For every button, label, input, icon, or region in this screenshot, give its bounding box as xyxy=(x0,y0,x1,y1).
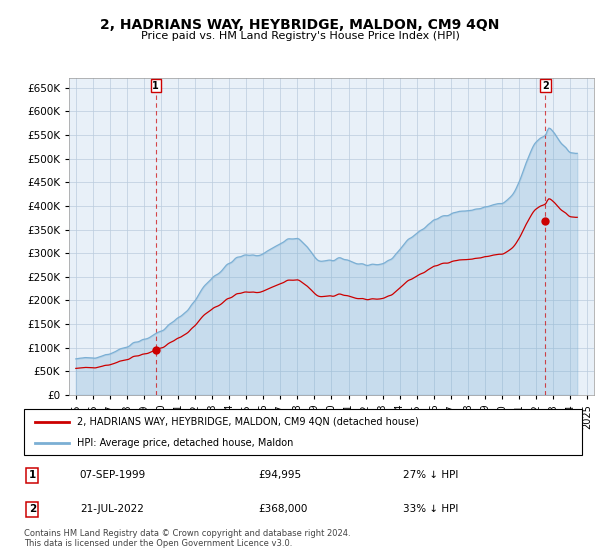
Text: 2: 2 xyxy=(542,81,549,91)
Text: Contains HM Land Registry data © Crown copyright and database right 2024.
This d: Contains HM Land Registry data © Crown c… xyxy=(24,529,350,548)
Text: 2, HADRIANS WAY, HEYBRIDGE, MALDON, CM9 4QN (detached house): 2, HADRIANS WAY, HEYBRIDGE, MALDON, CM9 … xyxy=(77,417,419,427)
Text: 33% ↓ HPI: 33% ↓ HPI xyxy=(403,505,459,515)
Text: 21-JUL-2022: 21-JUL-2022 xyxy=(80,505,143,515)
Text: HPI: Average price, detached house, Maldon: HPI: Average price, detached house, Mald… xyxy=(77,438,293,448)
Text: £94,995: £94,995 xyxy=(259,470,301,480)
Text: £368,000: £368,000 xyxy=(259,505,308,515)
Text: 27% ↓ HPI: 27% ↓ HPI xyxy=(403,470,459,480)
Text: 1: 1 xyxy=(152,81,159,91)
Text: 2: 2 xyxy=(29,505,36,515)
Text: 07-SEP-1999: 07-SEP-1999 xyxy=(80,470,146,480)
Text: 2, HADRIANS WAY, HEYBRIDGE, MALDON, CM9 4QN: 2, HADRIANS WAY, HEYBRIDGE, MALDON, CM9 … xyxy=(100,18,500,32)
Text: 1: 1 xyxy=(29,470,36,480)
Text: Price paid vs. HM Land Registry's House Price Index (HPI): Price paid vs. HM Land Registry's House … xyxy=(140,31,460,41)
